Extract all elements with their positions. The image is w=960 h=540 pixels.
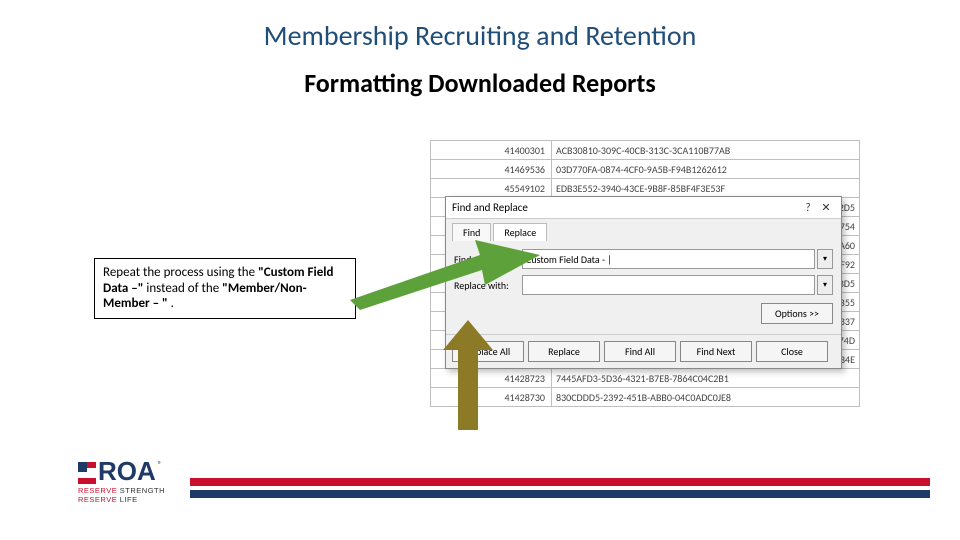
help-icon[interactable]: ? bbox=[799, 201, 817, 214]
find-dropdown-icon[interactable]: ▾ bbox=[817, 249, 833, 269]
dialog-titlebar: Find and Replace ? ✕ bbox=[446, 197, 841, 219]
logo-tagline: RESERVE STRENGTH RESERVE LIFE bbox=[78, 486, 178, 504]
dialog-title: Find and Replace bbox=[452, 201, 799, 214]
roa-text: ROA bbox=[98, 458, 156, 484]
replace-dropdown-icon[interactable]: ▾ bbox=[817, 275, 833, 295]
cell: 45549102 bbox=[431, 179, 552, 198]
cell: 41428723 bbox=[431, 369, 552, 388]
page-title: Membership Recruiting and Retention bbox=[0, 18, 960, 53]
cell: 7445AFD3-5D36-4321-B7E8-7864C04C2B1 bbox=[552, 369, 860, 388]
cell: 41400301 bbox=[431, 141, 552, 160]
replace-with-label: Replace with: bbox=[454, 279, 522, 292]
footer: ROA ® RESERVE STRENGTH RESERVE LIFE bbox=[0, 450, 960, 540]
instruction-callout: Repeat the process using the "Custom Fie… bbox=[94, 258, 356, 319]
cell: EDB3E552-3940-43CE-9B8F-85BF4F3E53F bbox=[552, 179, 860, 198]
blue-bar bbox=[190, 490, 930, 498]
cell: 03D770FA-0874-4CF0-9A5B-F94B1262612 bbox=[552, 160, 860, 179]
table-row: 41428730830CDDD5-2392-451B-ABB0-04C0ADC0… bbox=[431, 388, 860, 407]
table-row: 414287237445AFD3-5D36-4321-B7E8-7864C04C… bbox=[431, 369, 860, 388]
close-icon[interactable]: ✕ bbox=[817, 201, 835, 214]
table-row: 41400301ACB30810-309C-40CB-313C-3CA110B7… bbox=[431, 141, 860, 160]
roa-logo: ROA ® RESERVE STRENGTH RESERVE LIFE bbox=[78, 458, 178, 504]
find-what-label: Find what: bbox=[454, 253, 522, 266]
dialog-tabs: Find Replace bbox=[446, 219, 841, 241]
find-next-button[interactable]: Find Next bbox=[680, 341, 752, 362]
registered-icon: ® bbox=[158, 460, 162, 470]
page-subtitle: Formatting Downloaded Reports bbox=[0, 67, 960, 99]
find-what-input[interactable]: Custom Field Data - | bbox=[522, 249, 815, 269]
dialog-buttons: Replace All Replace Find All Find Next C… bbox=[446, 334, 841, 368]
options-button[interactable]: Options >> bbox=[761, 303, 833, 324]
footer-bars bbox=[190, 478, 930, 498]
table-row: 45549102EDB3E552-3940-43CE-9B8F-85BF4F3E… bbox=[431, 179, 860, 198]
tab-replace[interactable]: Replace bbox=[493, 223, 547, 241]
replace-with-input[interactable] bbox=[522, 275, 815, 295]
dialog-body: Find what: Custom Field Data - | ▾ Repla… bbox=[446, 241, 841, 334]
table-row: 4146953603D770FA-0874-4CF0-9A5B-F94B1262… bbox=[431, 160, 860, 179]
tab-find[interactable]: Find bbox=[452, 223, 491, 241]
red-bar bbox=[190, 478, 930, 486]
callout-text-1: Repeat the process using the bbox=[103, 265, 258, 280]
find-replace-dialog: Find and Replace ? ✕ Find Replace Find w… bbox=[445, 196, 842, 369]
replace-button[interactable]: Replace bbox=[528, 341, 600, 362]
callout-text-2: instead of the bbox=[146, 281, 222, 296]
cell: 41428730 bbox=[431, 388, 552, 407]
flag-icon bbox=[78, 462, 96, 484]
close-button[interactable]: Close bbox=[756, 341, 828, 362]
find-all-button[interactable]: Find All bbox=[604, 341, 676, 362]
callout-text-3: . bbox=[171, 296, 174, 311]
cell: 41469536 bbox=[431, 160, 552, 179]
replace-all-button[interactable]: Replace All bbox=[452, 341, 524, 362]
cell: 830CDDD5-2392-451B-ABB0-04C0ADC0JE8 bbox=[552, 388, 860, 407]
cell: ACB30810-309C-40CB-313C-3CA110B77AB bbox=[552, 141, 860, 160]
